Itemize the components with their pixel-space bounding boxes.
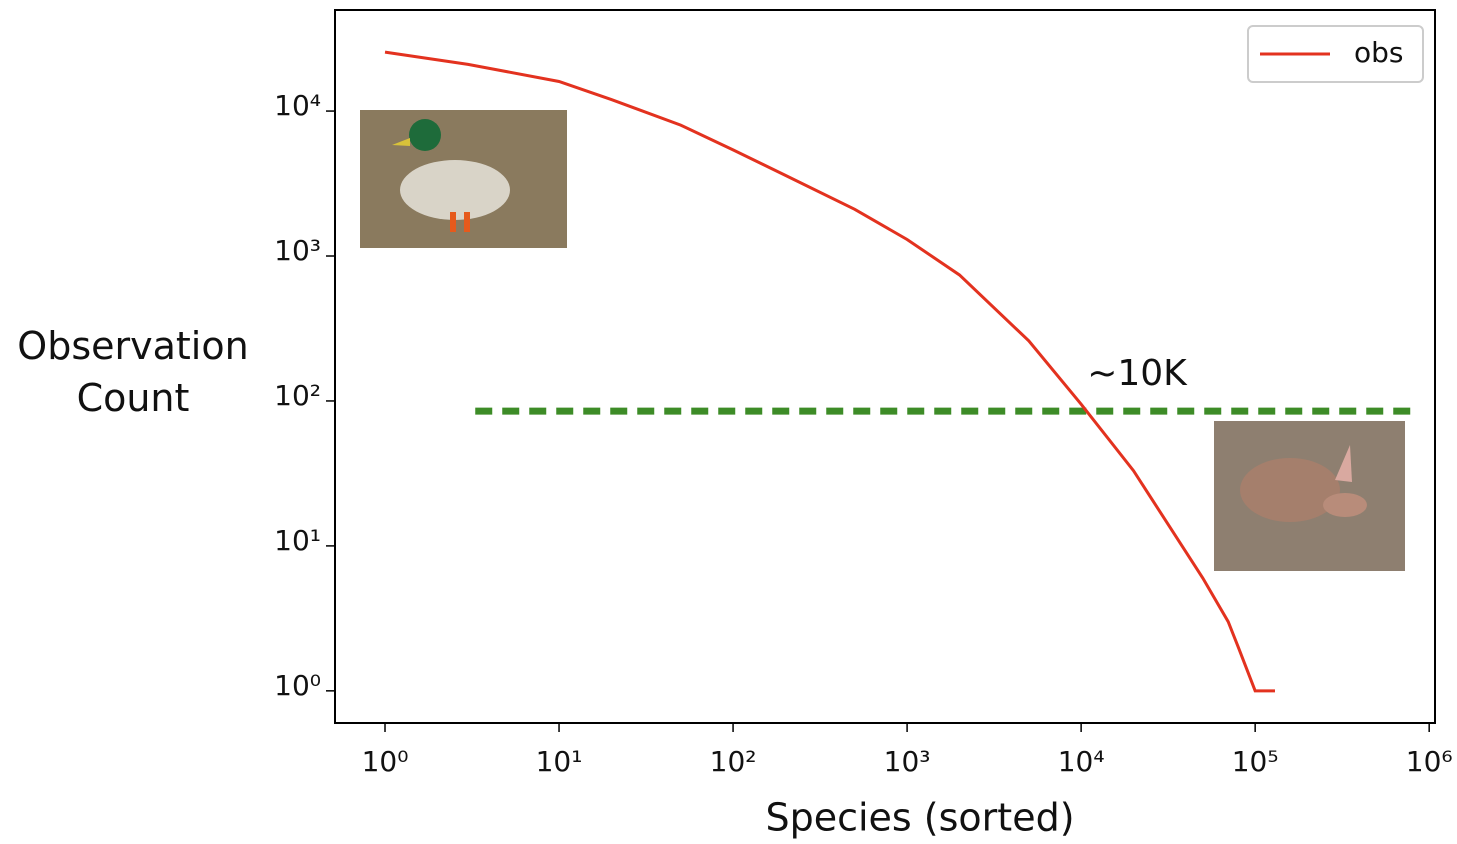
y-tick-label: 10³ xyxy=(274,234,321,267)
y-tick-label: 10⁰ xyxy=(274,669,321,702)
x-tick-label: 10⁴ xyxy=(1058,745,1105,778)
x-tick-label: 10² xyxy=(710,745,757,778)
legend-box xyxy=(1247,25,1424,83)
x-tick-label: 10⁵ xyxy=(1232,745,1279,778)
y-tick-label: 10⁴ xyxy=(274,89,321,122)
y-tick-label: 10² xyxy=(274,379,321,412)
series-line xyxy=(384,50,1275,693)
y-tick-label: 10¹ xyxy=(274,524,321,557)
x-tick-label: 10⁰ xyxy=(362,745,409,778)
legend-label: obs xyxy=(1354,36,1404,69)
y-axis-label: Observation Count xyxy=(17,324,249,420)
x-tick-label: 10⁶ xyxy=(1406,745,1453,778)
duck-photo xyxy=(360,110,567,248)
x-tick-label: 10³ xyxy=(884,745,931,778)
plot-frame xyxy=(334,9,1436,724)
x-axis-label: Species (sorted) xyxy=(765,796,1074,840)
aardvark-photo xyxy=(1214,421,1405,571)
annotation: ~10K xyxy=(1087,353,1188,394)
x-tick-label: 10¹ xyxy=(536,745,583,778)
